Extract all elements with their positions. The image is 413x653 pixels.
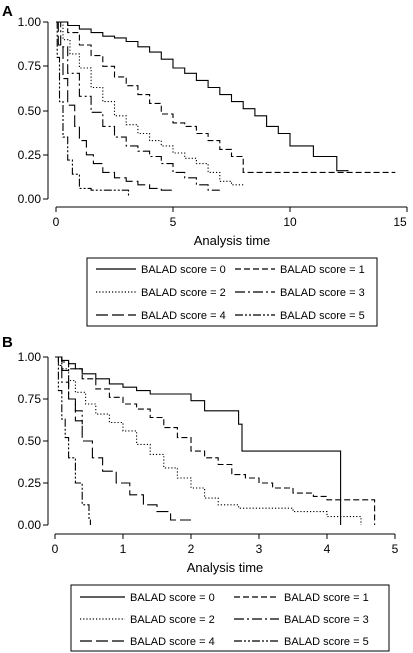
panel-b-legend-label-4: BALAD score = 4	[130, 636, 215, 648]
panel-b-ytick-000: 0.00	[18, 518, 42, 532]
panel-a-ytick-100: 1.00	[18, 15, 42, 29]
panel-b-series-line-4	[55, 356, 191, 521]
panel-a-ytick-000: 0.00	[18, 192, 42, 206]
panel-b-ytick-025: 0.25	[18, 476, 42, 490]
panel-b-series-line-0	[55, 356, 342, 525]
panel-b-series-line-1	[55, 356, 376, 525]
panel-b-ytick-075: 0.75	[18, 392, 42, 406]
panel-a-legend-label-5: BALAD score = 5	[280, 310, 365, 322]
panel-a-y-ticks: 1.00 0.75 0.50 0.25 0.00	[18, 15, 48, 206]
panel-b-legend-label-5: BALAD score = 5	[284, 636, 369, 648]
panel-a-series-line-4	[56, 21, 173, 191]
panel-a-series-line-5	[56, 21, 130, 196]
panel-b-x-ticks: 0 1 2 3 4 5	[52, 534, 399, 556]
panel-b-legend-label-0: BALAD score = 0	[130, 592, 215, 604]
panel-b-xtick-2: 2	[188, 542, 195, 556]
panel-b-series	[55, 356, 376, 525]
panel-b-xtick-0: 0	[52, 542, 59, 556]
panel-b-xtick-1: 1	[120, 542, 127, 556]
panel-b-legend-box	[70, 584, 390, 652]
panel-b-series-line-2	[55, 356, 362, 525]
panel-b-x-axis-title: Analysis time	[187, 560, 264, 575]
panel-a-ytick-050: 0.50	[18, 104, 42, 118]
panel-a-series-line-1	[56, 21, 396, 173]
panel-a-legend-label-2: BALAD score = 2	[141, 287, 226, 299]
panel-a-x-ticks: 0 5 10 15	[53, 207, 408, 229]
panel-b-legend: BALAD score = 0 BALAD score = 1 BALAD sc…	[70, 584, 390, 652]
panel-b-xtick-5: 5	[392, 542, 399, 556]
panel-b-legend-label-2: BALAD score = 2	[130, 614, 215, 626]
panel-a-legend-label-1: BALAD score = 1	[280, 264, 365, 276]
panel-a-legend-label-4: BALAD score = 4	[141, 310, 226, 322]
panel-a-series-line-3	[56, 21, 220, 191]
panel-a-xtick-15: 15	[393, 215, 407, 229]
panel-a-letter: A	[2, 3, 13, 20]
panel-a-series-line-2	[56, 21, 244, 186]
panel-a-series-line-0	[56, 21, 349, 172]
panel-a-ytick-025: 0.25	[18, 148, 42, 162]
panel-a-legend: BALAD score = 0 BALAD score = 1 BALAD sc…	[86, 257, 378, 327]
panel-b-ytick-100: 1.00	[18, 350, 42, 364]
panel-a: A 1.00 0.75 0.50 0.25 0.00 0 5 10 15 Ana…	[2, 3, 408, 327]
panel-a-xtick-0: 0	[53, 215, 60, 229]
panel-b: B 1.00 0.75 0.50 0.25 0.00 0 1 2 3 4 5	[2, 334, 399, 652]
panel-b-xtick-3: 3	[256, 542, 263, 556]
panel-a-xtick-5: 5	[170, 215, 177, 229]
panel-a-xtick-10: 10	[283, 215, 297, 229]
panel-a-legend-label-0: BALAD score = 0	[141, 264, 226, 276]
panel-b-legend-label-3: BALAD score = 3	[284, 614, 369, 626]
panel-a-ytick-075: 0.75	[18, 59, 42, 73]
panel-b-y-ticks: 1.00 0.75 0.50 0.25 0.00	[18, 350, 48, 532]
panel-b-xtick-4: 4	[324, 542, 331, 556]
panel-b-series-line-5	[55, 356, 91, 525]
panel-b-ytick-050: 0.50	[18, 434, 42, 448]
panel-a-legend-label-3: BALAD score = 3	[280, 287, 365, 299]
panel-a-x-axis-title: Analysis time	[194, 233, 271, 248]
panel-b-letter: B	[2, 334, 13, 351]
panel-a-series	[56, 21, 396, 196]
panel-b-legend-label-1: BALAD score = 1	[284, 592, 369, 604]
